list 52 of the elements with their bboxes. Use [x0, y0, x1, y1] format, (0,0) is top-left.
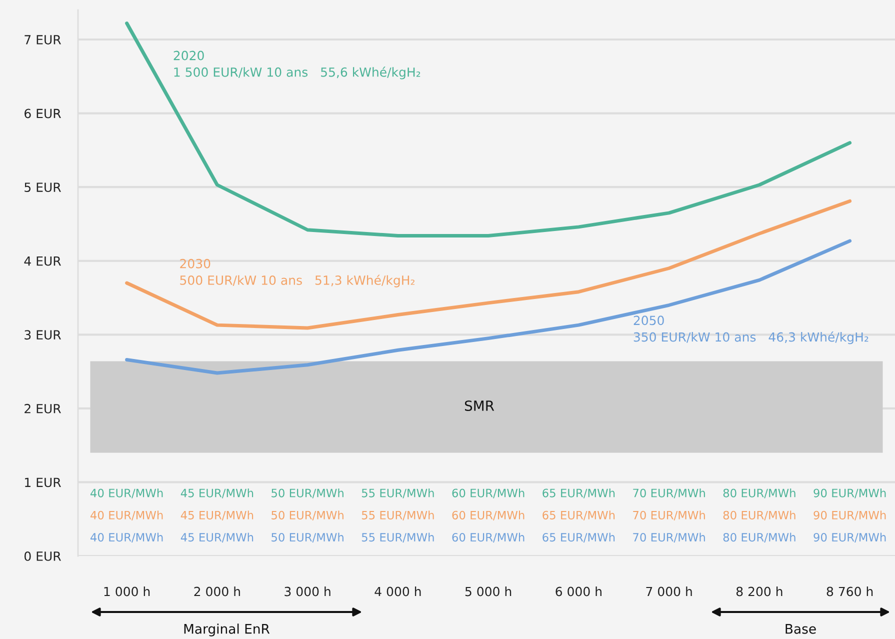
annotation: 45 EUR/MWh — [180, 532, 254, 542]
series-label: 2050 350 EUR/kW 10 ans 46,3 kWhé/kgH₂ — [634, 316, 868, 344]
x-tick-label: 5 000 h — [465, 586, 512, 596]
x-tick-label: 4 000 h — [374, 586, 421, 596]
y-tick-label: 0 EUR — [24, 551, 61, 561]
annotation: 65 EUR/MWh — [542, 488, 615, 498]
x-tick-label: 8 200 h — [736, 586, 782, 596]
annotation: 70 EUR/MWh — [633, 488, 705, 498]
annotation: 40 EUR/MWh — [90, 488, 163, 498]
x-tick-label: 1 000 h — [104, 586, 150, 596]
annotation: 60 EUR/MWh — [452, 488, 524, 498]
annotation: 40 EUR/MWh — [90, 532, 163, 542]
x-tick-label: 8 760 h — [826, 586, 873, 596]
annotation: 80 EUR/MWh — [723, 510, 796, 520]
annotation: 90 EUR/MWh — [814, 510, 886, 520]
annotation: 50 EUR/MWh — [272, 532, 344, 542]
x-tick-label: 7 000 h — [646, 586, 692, 596]
annotation: 80 EUR/MWh — [723, 532, 796, 542]
annotation: 70 EUR/MWh — [633, 510, 705, 520]
annotation: 55 EUR/MWh — [362, 488, 434, 498]
annotation: 55 EUR/MWh — [362, 532, 434, 542]
y-tick-label: 6 EUR — [24, 108, 61, 118]
annotation: 90 EUR/MWh — [814, 488, 886, 498]
series-label: 2030 500 EUR/kW 10 ans 51,3 kWhé/kgH₂ — [180, 258, 414, 288]
annotation: 50 EUR/MWh — [272, 510, 344, 520]
y-tick-label: 3 EUR — [24, 330, 61, 340]
x-tick-label: 3 000 h — [284, 586, 330, 596]
x-tick-label: 6 000 h — [556, 586, 602, 596]
text: Base — [786, 624, 816, 634]
annotation: 90 EUR/MWh — [814, 532, 886, 542]
annotation: 65 EUR/MWh — [542, 510, 615, 520]
annotation: 60 EUR/MWh — [452, 510, 524, 520]
line-series — [125, 199, 852, 330]
annotation: 45 EUR/MWh — [180, 488, 254, 498]
x-tick-label: 2 000 h — [194, 586, 240, 596]
y-tick-label: 4 EUR — [24, 256, 61, 266]
annotation: 60 EUR/MWh — [452, 532, 524, 542]
y-tick-label: 5 EUR — [24, 182, 61, 192]
series-label: 2020 1 500 EUR/kW 10 ans 55,6 kWhé/kgH₂ — [174, 50, 420, 80]
annotation: 50 EUR/MWh — [272, 488, 344, 498]
annotation: 80 EUR/MWh — [723, 488, 796, 498]
annotation: 40 EUR/MWh — [90, 510, 163, 520]
y-tick-label: 1 EUR — [25, 478, 61, 488]
annotation: 45 EUR/MWh — [180, 510, 254, 520]
band-label: SMR — [464, 400, 494, 411]
text: Marginal EnR — [184, 624, 270, 636]
y-tick-label: 2 EUR — [24, 404, 61, 414]
annotation: 70 EUR/MWh — [633, 532, 705, 542]
line-series — [125, 22, 852, 238]
annotation: 65 EUR/MWh — [542, 532, 615, 542]
annotation: 55 EUR/MWh — [362, 510, 434, 520]
y-tick-label: 7 EUR — [24, 35, 61, 44]
